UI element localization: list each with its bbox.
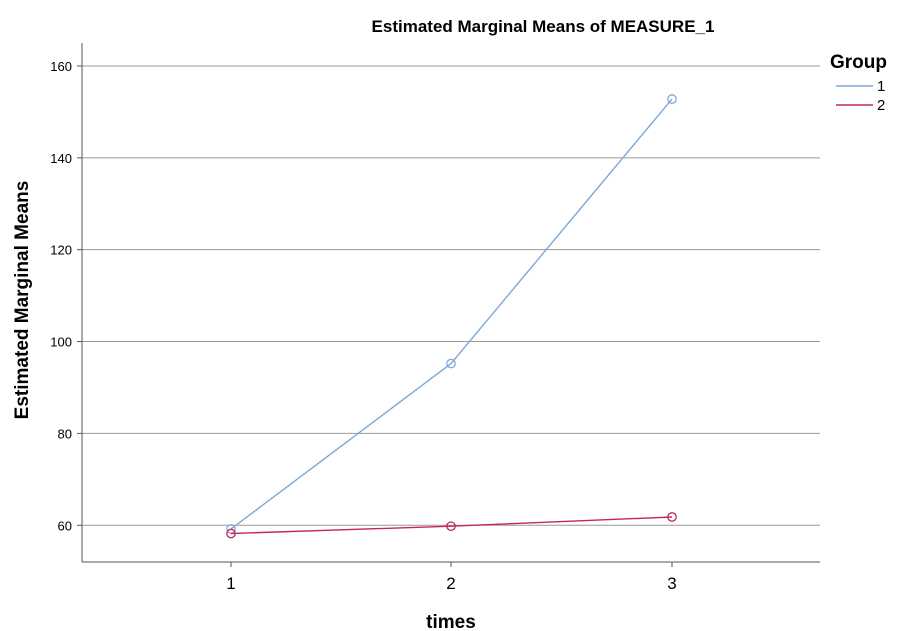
series-1 — [226, 94, 677, 534]
y-tick-label: 60 — [58, 518, 72, 533]
series — [226, 94, 677, 539]
chart-title: Estimated Marginal Means of MEASURE_1 — [372, 17, 715, 36]
legend-label: 1 — [877, 78, 885, 95]
y-tick-label: 140 — [50, 151, 72, 166]
data-point — [446, 358, 456, 369]
x-tick-label: 3 — [667, 574, 676, 593]
y-tick-labels: 60 80 100 120 140 160 — [50, 59, 82, 533]
data-point — [667, 512, 677, 522]
y-axis-title: Estimated Marginal Means — [12, 181, 33, 420]
y-tick-label: 100 — [50, 335, 72, 350]
series-2 — [226, 512, 677, 539]
y-tick-label: 80 — [58, 426, 72, 441]
data-point — [446, 521, 456, 532]
y-tick-label: 120 — [50, 243, 72, 258]
data-point — [667, 94, 677, 104]
series-line-2 — [230, 516, 673, 535]
x-axis-title: times — [426, 612, 476, 631]
series-line-1 — [230, 98, 673, 530]
data-point — [226, 528, 236, 539]
x-tick-labels: 1 2 3 — [226, 562, 677, 593]
legend-title: Group — [830, 52, 887, 73]
grid-lines — [82, 65, 820, 526]
x-tick-label: 1 — [226, 574, 235, 593]
y-tick-label: 160 — [50, 59, 72, 74]
legend: Group 1 2 — [830, 52, 887, 114]
axes — [81, 43, 820, 563]
x-tick-label: 2 — [446, 574, 455, 593]
legend-label: 2 — [877, 97, 885, 114]
